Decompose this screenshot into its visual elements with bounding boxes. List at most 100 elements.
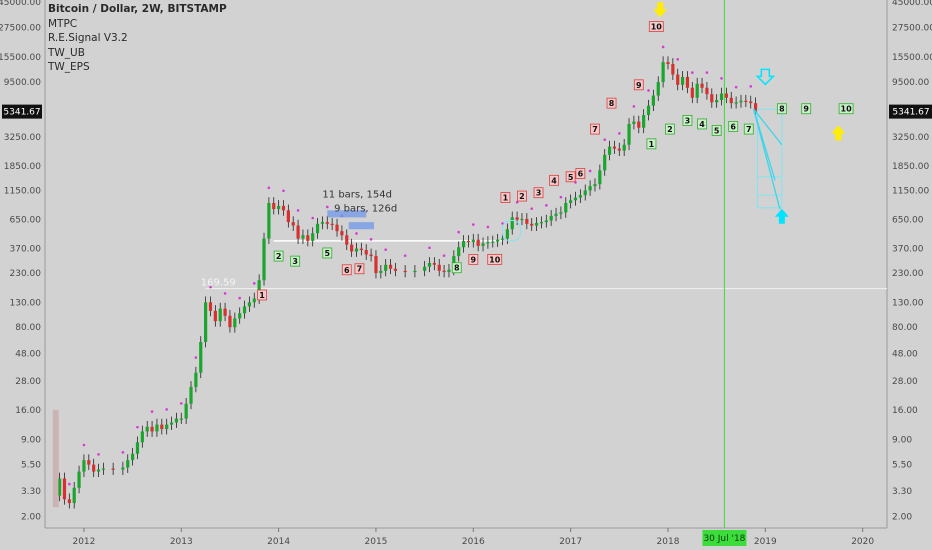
candle-body [267,203,271,239]
sequential-count-box [468,253,479,265]
sequential-count-label: 7 [357,265,363,274]
sequential-count-label: 10 [651,23,663,32]
signal-dot [705,71,709,74]
signal-dot [661,45,665,49]
candle-body [165,424,169,430]
candle-body [534,222,539,226]
highlight-loop [502,220,522,242]
candle-body [578,195,582,198]
candle-body [218,308,222,322]
signal-dot [676,58,680,61]
sequential-count-label: 2 [519,192,525,201]
y-tick-label-right: 650.00 [892,216,924,226]
y-tick-label-right: 2.00 [892,513,912,523]
sequential-count-label: 1 [503,194,509,203]
candle-body [612,146,617,149]
sequential-count-label: 6 [730,122,736,131]
y-tick-label-left: 27500.00 [0,24,41,34]
signal-dot [403,254,407,257]
legend-indicator-mtpc[interactable]: MTPC [48,17,78,30]
signal-dot [369,238,373,241]
y-tick-label-left: 5.50 [21,461,41,471]
candle-body [111,468,115,470]
candle-body [135,442,140,454]
candle-body [228,315,232,328]
signal-dot [588,169,592,173]
candle-body [213,310,217,322]
candle-body [82,460,86,472]
candle-body [189,386,193,404]
candle-body [661,62,665,83]
candle-body [544,220,548,223]
x-tick-label: 2017 [559,537,582,547]
sequential-count-label: 6 [578,169,584,178]
sequential-count-label: 3 [536,189,542,198]
sequential-count-box [341,264,352,276]
sequential-count-label: 1 [259,291,265,300]
legend-indicator-tw-ub[interactable]: TW_UB [48,46,85,59]
sequential-count-box [533,187,544,199]
candle-body [520,218,524,221]
candle-body [208,302,213,311]
candle-body [403,270,407,273]
candle-body [199,341,203,373]
candle-body [491,241,495,243]
sequential-count-box [776,103,787,115]
sequential-count-box [517,190,527,202]
x-tick-label: 2016 [462,537,485,547]
sequential-count-label: 3 [292,257,298,266]
candle-body [150,426,154,432]
sequential-count-label: 5 [714,126,720,135]
candle-body [233,318,237,328]
range-box-9-bars [348,222,375,230]
sequential-count-box [575,168,586,179]
projection-ray [753,109,781,210]
candle-body [632,121,636,124]
signal-dot [603,138,607,141]
candle-body [301,235,305,239]
candle-body [486,242,490,244]
candle-body [354,248,359,252]
sequential-count-label: 8 [609,99,615,108]
candle-body [62,478,67,500]
candle-body [140,431,144,443]
candle-body [92,464,96,472]
candle-body [194,372,198,387]
signal-dot [82,443,86,447]
legend-indicator-re-signal[interactable]: R.E.Signal V3.2 [48,32,128,44]
chart-legend: Bitcoin / Dollar, 2W, BITSTAMP MTPC R.E.… [48,2,227,75]
candle-body [204,302,208,342]
x-tick-label: 2015 [365,537,388,547]
candle-body [685,76,690,88]
sequential-count-box [487,253,503,265]
sequential-count-label: 8 [454,264,460,273]
candle-body [505,229,509,239]
y-tick-label-left: 130.00 [10,298,42,308]
sequential-count-box [322,247,333,259]
legend-indicator-tw-eps[interactable]: TW_EPS [48,61,90,73]
candle-body [155,424,159,432]
candle-body [101,468,106,470]
candle-body [184,403,188,419]
candle-body [291,222,295,226]
sequential-count-label: 2 [276,252,282,261]
y-tick-label-right: 27500.00 [892,24,932,34]
candle-body [58,478,62,496]
sequential-count-box [500,192,511,203]
sequential-count-label: 4 [551,176,557,185]
current-price-label-right: 5341.67 [892,108,929,118]
candle-body [242,306,247,314]
signal-dot [545,204,548,207]
signal-dot [530,207,534,210]
y-tick-label-right: 28.00 [892,377,918,387]
candle-body [388,264,393,269]
candle-body [179,418,183,420]
sequential-count-box [257,289,267,301]
sequential-count-label: 5 [324,249,330,258]
candle-body [734,102,738,104]
sequential-count-label: 5 [568,173,574,182]
candle-body [340,231,344,236]
y-tick-label-left: 16.00 [15,406,41,416]
